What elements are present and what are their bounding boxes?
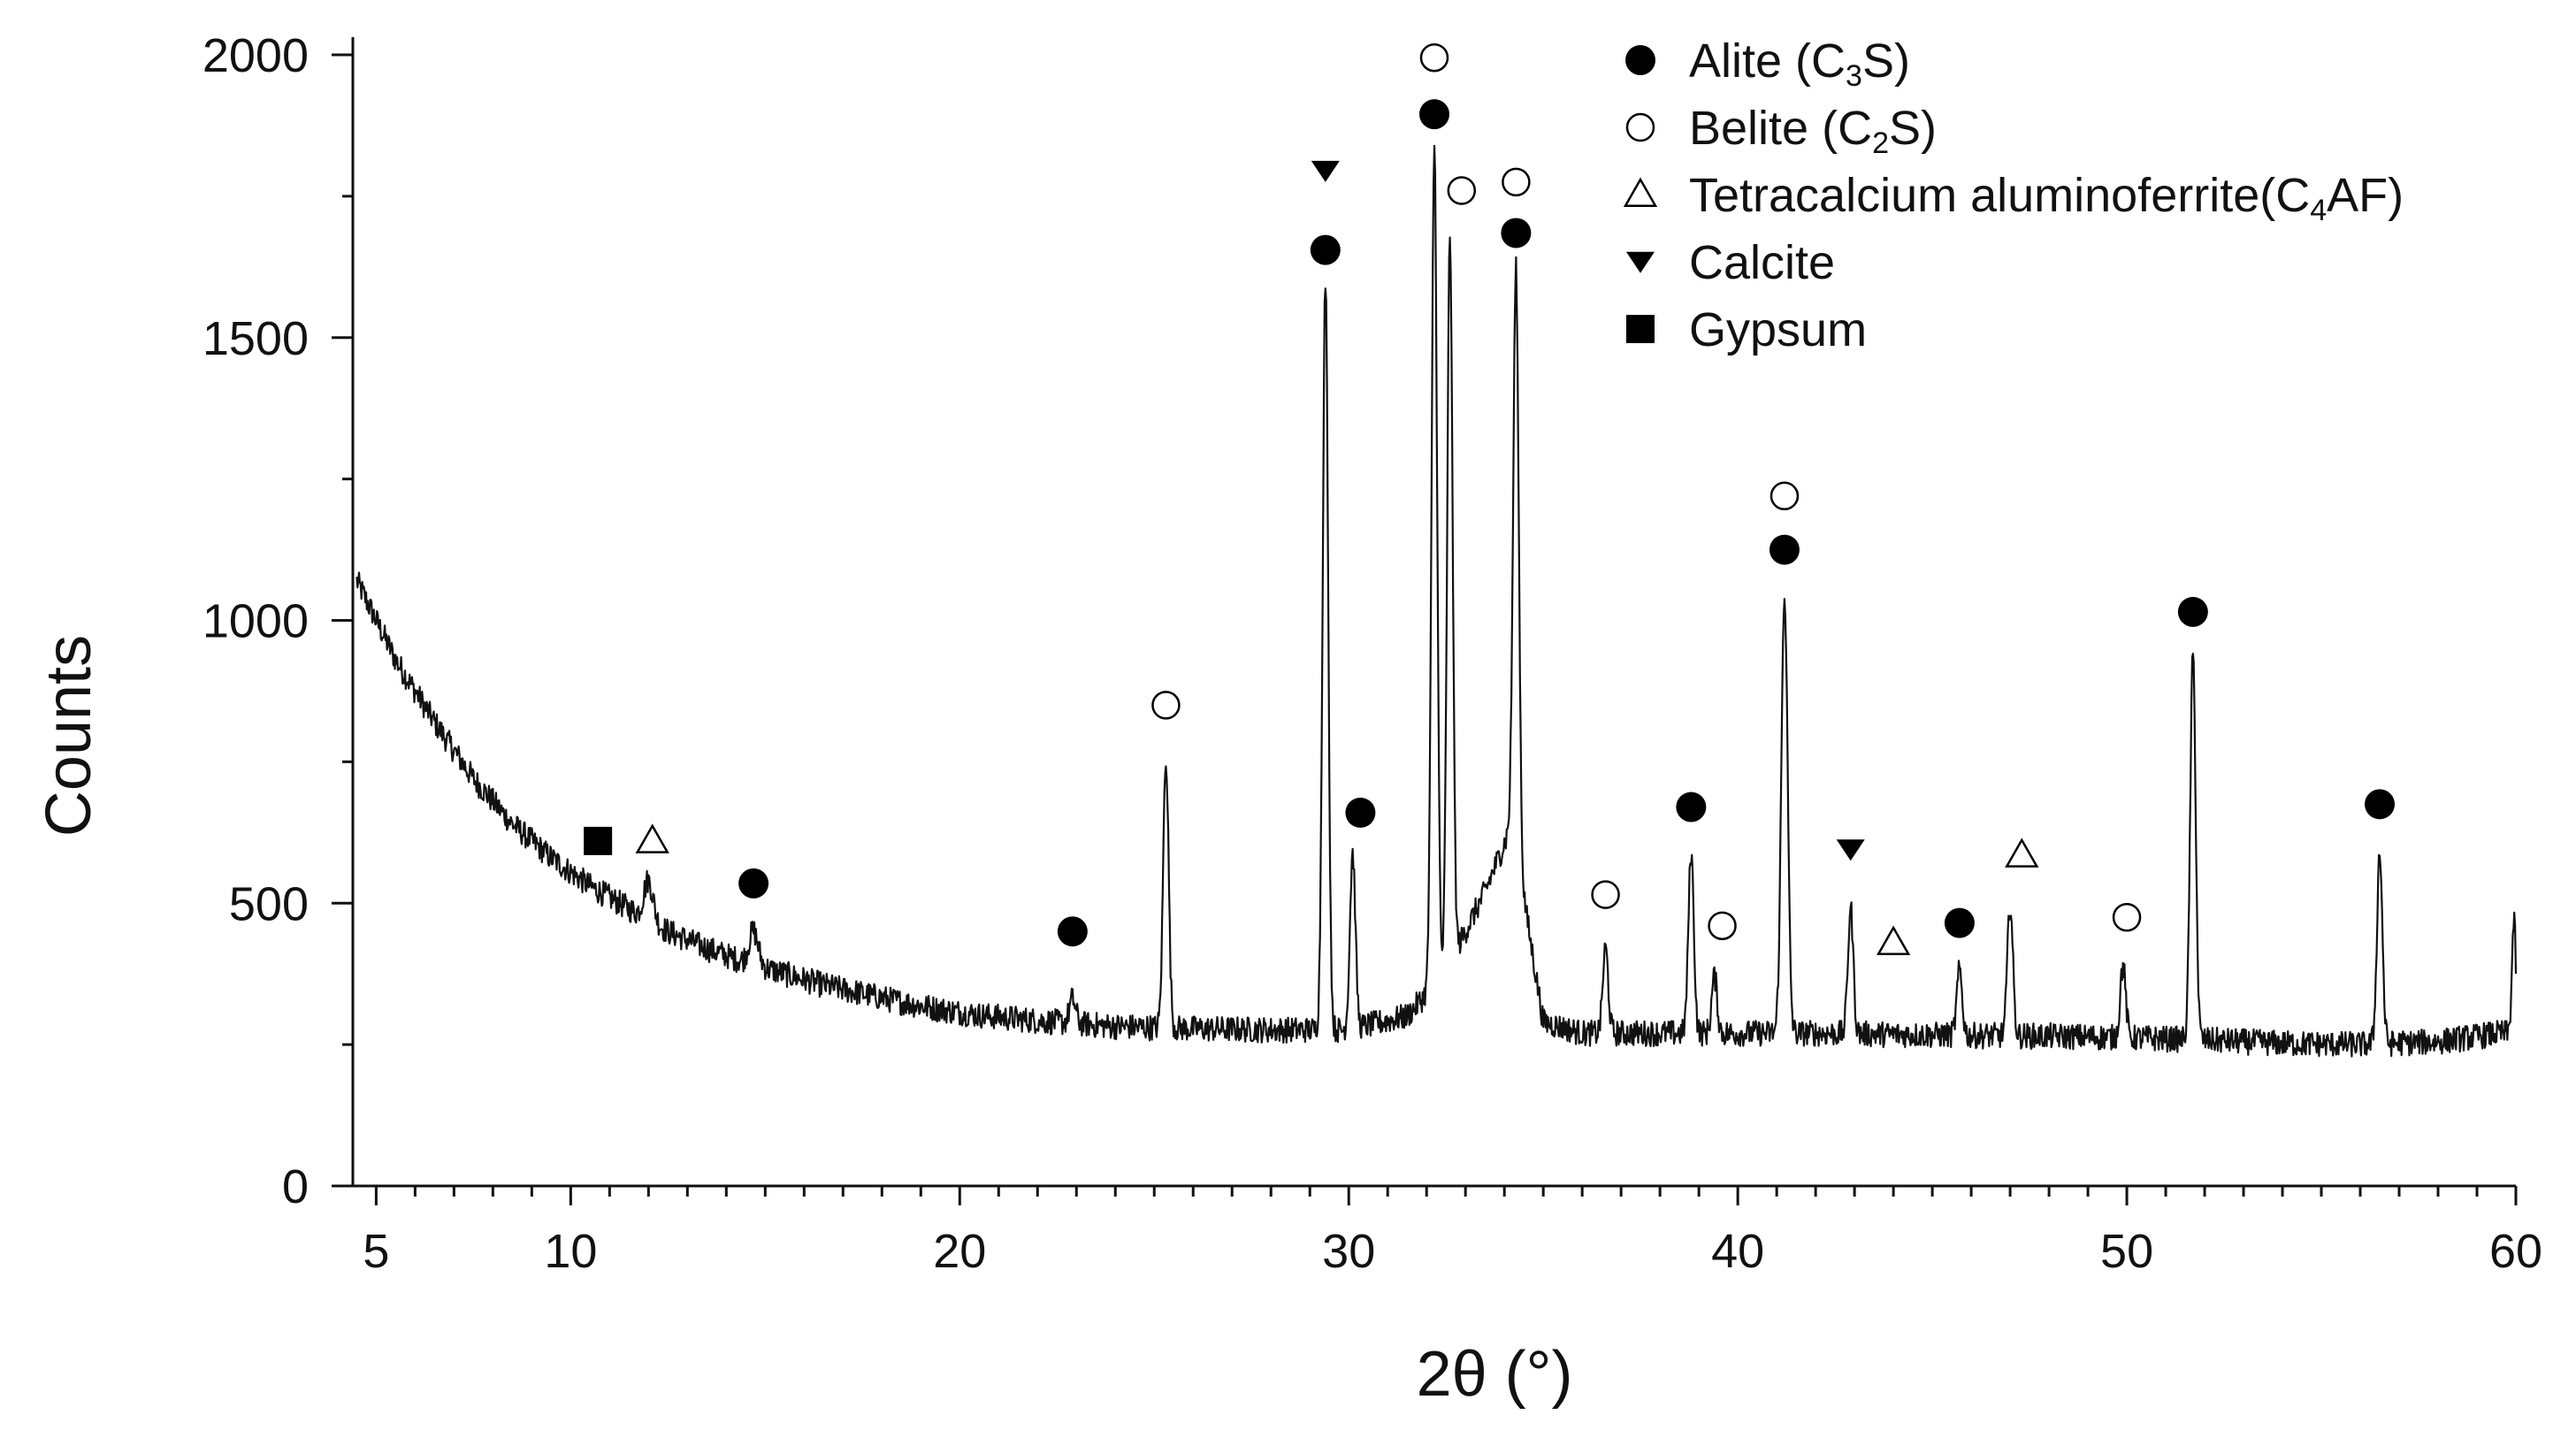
phase-marker-alite (1769, 534, 1800, 565)
phase-marker-calcite (1836, 839, 1865, 861)
legend-text-main: Gypsum (1689, 303, 1867, 356)
phase-marker-alite (1310, 234, 1341, 265)
xrd-pattern-line (355, 144, 2518, 1058)
phase-marker-belite (1770, 481, 1800, 511)
phase-marker-c4af (1876, 925, 1911, 956)
legend-text-tail: AF) (2327, 169, 2404, 222)
legend-text-subscript: 2 (1872, 126, 1889, 160)
plot-area (355, 144, 2518, 1058)
phase-marker-alite (1419, 99, 1449, 130)
x-tick-label: 40 (1711, 1225, 1764, 1278)
phase-marker-alite (1057, 916, 1088, 947)
phase-marker-alite (2365, 789, 2396, 820)
phase-marker-alite (738, 868, 769, 899)
phase-marker-alite (1345, 797, 1376, 828)
phase-marker-gypsum (584, 826, 613, 855)
x-tick-label: 5 (363, 1225, 389, 1278)
legend-label-gypsum: Gypsum (1689, 303, 1867, 356)
x-tick-label: 10 (544, 1225, 597, 1278)
y-tick-label: 1500 (203, 312, 309, 365)
legend-label-alite: Alite (C3S) (1689, 34, 1910, 93)
phase-marker-belite (1502, 167, 1531, 197)
phase-marker-belite (1591, 880, 1620, 909)
legend-marker-c4af (1623, 177, 1658, 207)
legend-label-c4af: Tetracalcium aluminoferrite(C4AF) (1689, 169, 2404, 227)
legend-marker-belite (1625, 112, 1655, 142)
x-tick-label: 60 (2489, 1225, 2542, 1278)
legend-label-calcite: Calcite (1689, 236, 1835, 289)
y-tick-label: 0 (282, 1160, 309, 1213)
x-axis-title: 2θ (°) (1417, 1339, 1573, 1410)
axes: 5 10 20 30 40 50 60 0 500 1000 1500 2000 (203, 29, 2542, 1278)
phase-marker-alite (2177, 596, 2208, 627)
legend-label-belite: Belite (C2S) (1689, 102, 1937, 160)
phase-marker-alite (1676, 792, 1707, 822)
phase-marker-alite (1944, 907, 1975, 938)
legend-text-subscript: 4 (2310, 194, 2327, 227)
phase-marker-belite (1151, 691, 1181, 720)
phase-marker-c4af (635, 823, 669, 853)
y-tick-label: 2000 (203, 29, 309, 82)
phase-marker-alite (1501, 218, 1532, 249)
phase-annotations (584, 42, 2396, 956)
phase-marker-belite (1419, 42, 1449, 73)
legend-text-main: Calcite (1689, 236, 1835, 289)
x-tick-label: 50 (2100, 1225, 2153, 1278)
legend-text-main: Tetracalcium aluminoferrite(C (1689, 169, 2310, 222)
legend-text-subscript: 3 (1846, 59, 1862, 93)
legend-marker-alite (1625, 45, 1655, 75)
legend-marker-calcite (1626, 251, 1655, 273)
y-tick-label: 1000 (203, 595, 309, 648)
phase-marker-belite (2112, 902, 2142, 932)
phase-marker-belite (1708, 911, 1737, 941)
legend-marker-gypsum (1626, 315, 1655, 343)
y-axis-title: Counts (34, 635, 104, 837)
phase-marker-c4af (2005, 838, 2039, 868)
phase-marker-belite (1447, 176, 1477, 205)
y-tick-label: 500 (229, 877, 309, 930)
legend-text-tail: S) (1862, 34, 1910, 88)
legend-text-tail: S) (1889, 102, 1937, 155)
legend-text-main: Belite (C (1689, 102, 1872, 155)
legend: Alite (C3S)Belite (C2S)Tetracalcium alum… (1623, 34, 2404, 356)
phase-marker-calcite (1311, 160, 1340, 182)
x-tick-label: 30 (1322, 1225, 1375, 1278)
x-tick-label: 20 (933, 1225, 986, 1278)
legend-text-main: Alite (C (1689, 34, 1846, 88)
